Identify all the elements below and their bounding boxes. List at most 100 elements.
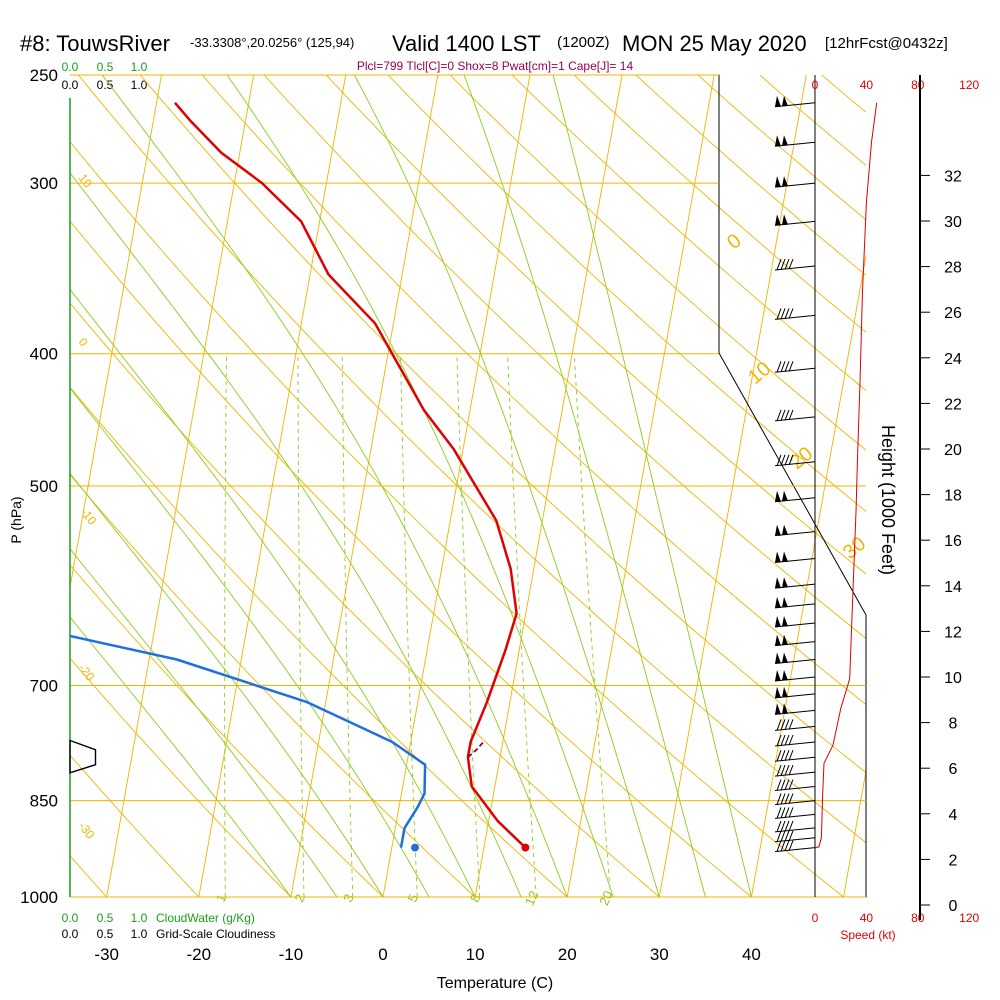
wind-barb [774,220,816,226]
wind-barb-flag [775,652,781,664]
temperature-tick-label: -10 [279,945,304,964]
wind-barb-feather [780,793,786,805]
wind-barb-feather [784,793,790,805]
wind-barb-flag [775,490,781,502]
background-lines [0,51,1000,897]
cloudiness-label: Grid-Scale Cloudiness [156,927,275,941]
speed-profile-line [814,102,878,849]
wind-barb-flag [782,596,788,608]
wind-barb-feather [788,719,794,730]
wind-barb-feather [776,830,782,842]
wind-barb-feather [776,361,782,373]
wind-barb-feather [780,308,786,320]
wind-barb-feather [788,409,794,421]
wind-barb-feather [788,820,794,832]
wind-barb [774,603,816,609]
wind-barb-feather [780,734,786,746]
cloudwater-tick: 0.0 [62,911,79,925]
cloudwater-tick: 0.5 [97,60,114,74]
speed-axis-title: Speed (kt) [840,928,895,942]
wind-barb-flag [775,135,781,147]
valid-time: Valid 1400 LST [392,31,541,56]
wind-barb-feather [780,750,786,762]
dry-adiabat-label: -20 [76,661,98,684]
moist-adiabat-label: 0 [723,230,746,254]
dry-adiabat [70,302,660,897]
height-tick-label: 2 [949,852,958,869]
wind-barb-feather [780,719,786,731]
wind-barb-feather [780,820,786,832]
parcel-indices: Plcl=799 Tlcl[C]=0 Shox=8 Pwat[cm]=1 Cap… [357,59,634,73]
wind-barb-feather [784,830,790,842]
wind-barb-feather [776,719,782,731]
wind-barb-feather [776,308,782,320]
wind-barb-flag [775,703,781,715]
cloudiness-tick: 0.5 [97,78,114,92]
dry-adiabat-label: -30 [76,819,98,842]
surface-dewpoint-dot [411,843,419,852]
wind-barb-flag [775,577,781,589]
wind-barb-flag [775,670,781,681]
dry-adiabat [70,754,200,897]
height-tick-label: 6 [949,761,958,778]
wind-barb [774,102,816,108]
moist-adiabat [552,75,752,897]
pressure-tick-label: 500 [30,477,58,496]
pressure-tick-label: 850 [30,792,58,811]
cloudwater-tick: 0.0 [62,60,79,74]
wind-barb-feather [784,820,790,832]
moist-adiabat [101,75,568,897]
temperature-tick-label: -20 [187,945,212,964]
speed-tick-label-top: 120 [959,78,979,92]
temperature-tick-label: 20 [558,945,577,964]
wind-barb-flag [782,551,788,562]
wind-barb-feather [776,409,782,422]
dry-adiabat [635,75,866,276]
wind-panel [774,75,816,897]
wind-barb-feather [784,719,790,730]
moist-adiabat [70,548,338,897]
cloudiness-tick: 0.0 [62,78,79,92]
cloudiness-tick: 0.5 [97,927,114,941]
wind-barb-feather [776,793,782,805]
dry-adiabat [855,51,1000,897]
cloudiness-tick: 0.0 [62,927,79,941]
cloudiness-tick: 1.0 [131,78,148,92]
forecast-info: [12hrFcst@0432z] [825,35,948,52]
wind-barb-flag [782,176,788,187]
wind-barb [774,676,816,682]
height-tick-label: 30 [944,214,962,231]
height-tick-label: 32 [944,168,962,185]
zulu-time: (1200Z) [557,34,610,51]
wind-barb-feather [788,840,794,851]
station-title: #8: TouwsRiver [20,31,170,56]
moist-adiabat-label: 10 [744,358,775,389]
speed-tick-label-top: 40 [860,78,874,92]
wind-barb-feather [788,258,794,270]
dry-adiabat [0,51,15,897]
wind-barb-feather [788,734,794,746]
cloudwater-bottom-ticks: 0.0 0.5 1.0 CloudWater (g/Kg) 0.0 0.5 1.… [62,911,276,941]
pressure-tick-label: 700 [30,677,58,696]
mixing-ratio-line [456,353,481,897]
wind-barb-feather [780,409,786,421]
dry-adiabat [70,386,568,897]
parcel-line [467,739,486,758]
wind-barb-feather [784,409,790,421]
wind-barb-feather [776,820,782,833]
x-axis-title: Temperature (C) [437,975,553,992]
height-tick-label: 4 [949,807,958,824]
wind-barb-feather [780,807,786,819]
wind-barb-flag [782,616,788,627]
wind-barb [774,709,816,715]
dry-adiabat [387,75,866,512]
wind-barb-feather [788,793,794,804]
surface-temperature-dot [521,843,530,852]
moist-adiabat [226,75,614,897]
wind-barb-feather [780,840,786,852]
dry-adiabat [573,75,866,333]
cloudwater-label: CloudWater (g/Kg) [156,911,255,925]
wind-barb-feather [784,734,790,746]
wind-barb-feather [780,764,786,776]
dry-adiabat-label: 0 [76,335,91,349]
